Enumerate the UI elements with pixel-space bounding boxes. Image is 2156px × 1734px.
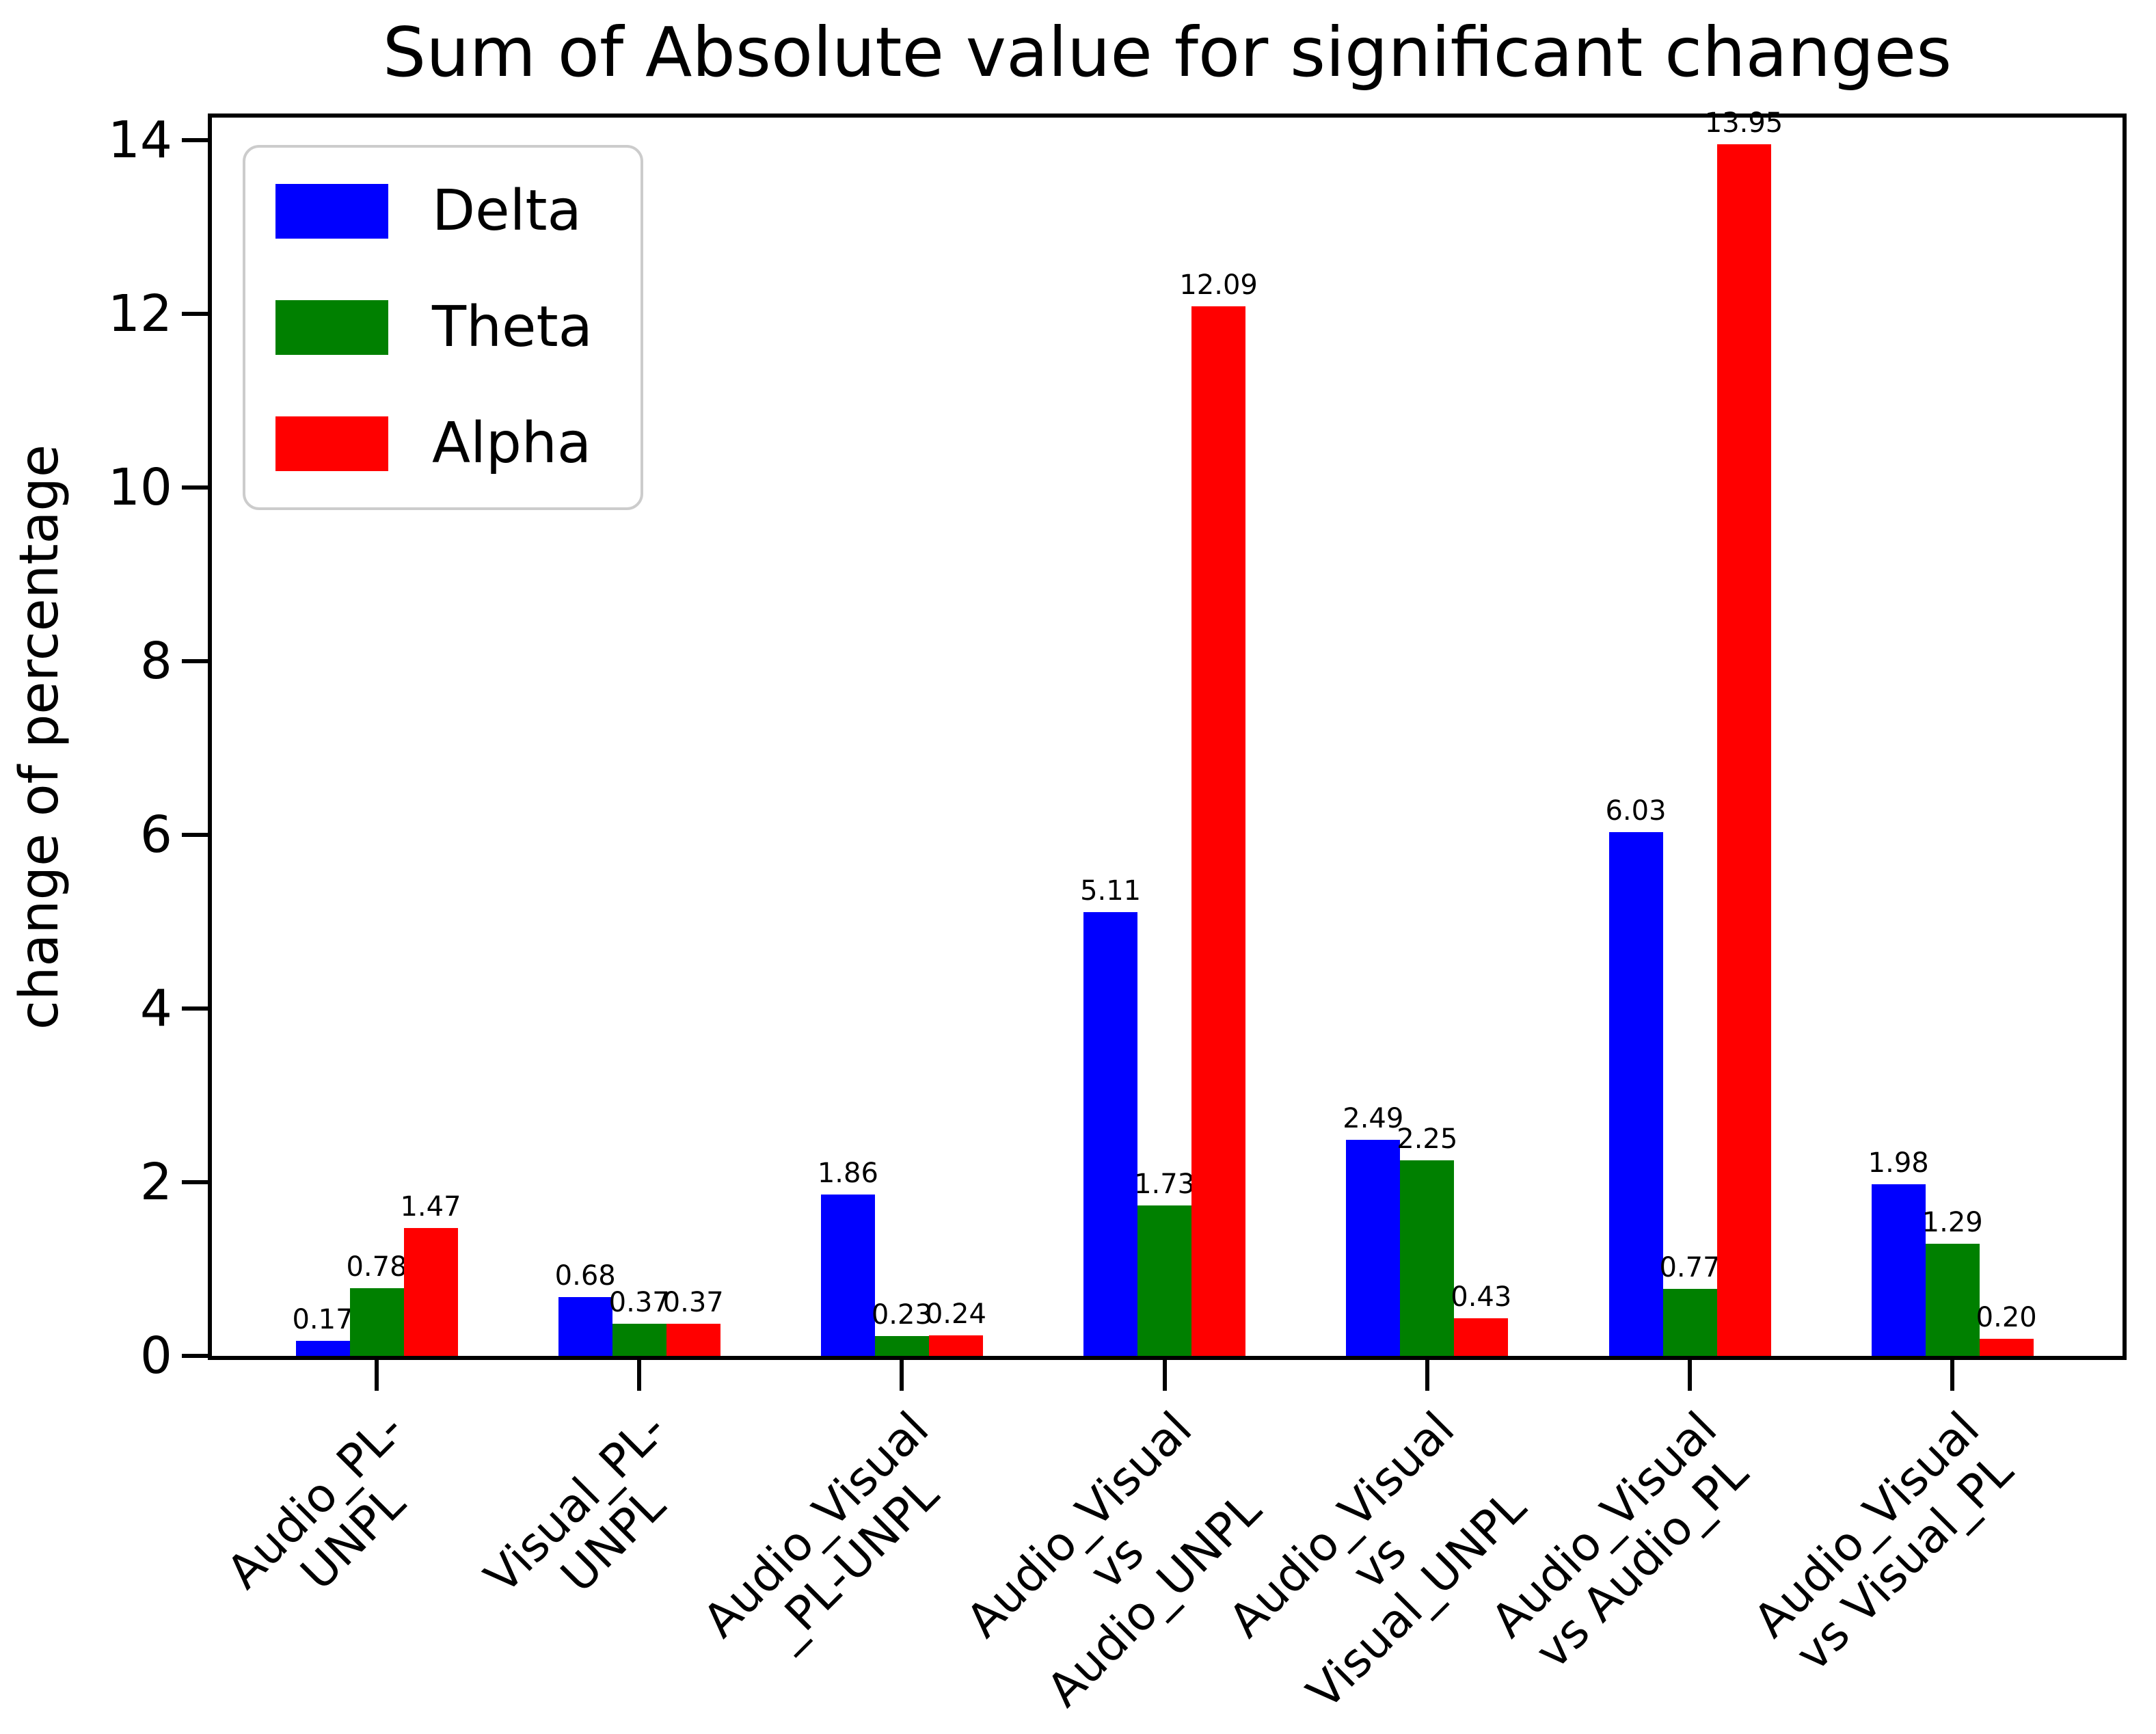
bars-layer: 0.17 0.68 1.86 5.11 2.49 6.03 1.98 0.78 0.37 0.23…	[212, 107, 2123, 1356]
legend-swatch-alpha	[275, 416, 388, 471]
y-tick-mark	[182, 1354, 208, 1358]
bar-delta-group-3	[820, 1194, 875, 1356]
bar-value-label: 6.03	[1605, 795, 1667, 827]
bar-delta-group-5	[1346, 1139, 1401, 1356]
bar-delta-group-1	[295, 1341, 350, 1356]
legend-row-theta: Theta	[275, 299, 593, 356]
x-tick-mark	[375, 1360, 379, 1391]
bar-value-label: 0.24	[925, 1298, 986, 1330]
bar-value-label: 0.37	[662, 1287, 724, 1319]
y-tick-label: 8	[139, 632, 172, 691]
bar-delta-group-4	[1083, 912, 1138, 1356]
bar-theta-group-3	[874, 1335, 929, 1356]
legend-label-delta: Delta	[432, 178, 582, 243]
bar-theta-group-6	[1662, 1289, 1717, 1356]
legend-label-alpha: Alpha	[432, 411, 592, 476]
bar-theta-group-2	[612, 1324, 666, 1356]
y-tick-label: 10	[107, 458, 172, 517]
bar-delta-group-2	[558, 1296, 612, 1356]
bar-value-label: 2.49	[1343, 1102, 1404, 1134]
y-tick-label: 6	[139, 805, 172, 864]
y-tick-label: 4	[139, 979, 172, 1038]
bar-alpha-group-4	[1191, 306, 1246, 1356]
bar-value-label: 12.09	[1179, 269, 1258, 301]
bar-theta-group-5	[1400, 1160, 1455, 1356]
x-tick-mark	[1688, 1360, 1692, 1391]
y-tick-mark	[182, 485, 208, 490]
y-tick-mark	[182, 833, 208, 837]
bar-alpha-group-2	[666, 1324, 720, 1356]
y-tick-label: 12	[107, 284, 172, 344]
bar-alpha-group-7	[1979, 1338, 2034, 1356]
y-tick-label: 0	[139, 1326, 172, 1385]
bar-value-label: 0.77	[1659, 1252, 1721, 1284]
x-tick-mark	[1425, 1360, 1429, 1391]
bar-value-label: 1.29	[1922, 1207, 1983, 1239]
legend-swatch-theta	[275, 300, 388, 355]
bar-value-label: 1.47	[400, 1191, 461, 1223]
x-tick-mark	[1162, 1360, 1167, 1391]
y-tick-label: 14	[107, 111, 172, 170]
bar-value-label: 1.73	[1134, 1169, 1196, 1201]
bar-alpha-group-3	[928, 1335, 983, 1356]
legend-swatch-delta	[275, 184, 388, 239]
legend-row-delta: Delta	[275, 183, 593, 239]
bar-value-label: 0.68	[554, 1259, 616, 1292]
bar-theta-group-7	[1925, 1244, 1980, 1356]
bar-delta-group-6	[1608, 832, 1663, 1356]
legend: Delta Theta Alpha	[243, 145, 643, 510]
y-tick-label: 2	[139, 1153, 172, 1212]
x-tick-label: Audio_PL- UNPL	[217, 1402, 416, 1601]
y-tick-mark	[182, 1180, 208, 1184]
bar-value-label: 0.17	[292, 1304, 353, 1336]
x-tick-mark	[1950, 1360, 1955, 1391]
y-axis-label: change of percentage	[9, 444, 70, 1030]
y-tick-mark	[182, 138, 208, 143]
y-tick-mark	[182, 312, 208, 317]
y-tick-mark	[182, 1006, 208, 1011]
legend-label-theta: Theta	[432, 295, 593, 360]
bar-delta-group-7	[1871, 1184, 1926, 1356]
bar-value-label: 0.78	[346, 1251, 407, 1283]
bar-theta-group-4	[1137, 1205, 1192, 1356]
x-tick-mark	[900, 1360, 904, 1391]
bar-alpha-group-6	[1716, 144, 1771, 1356]
bar-value-label: 1.98	[1868, 1147, 1929, 1179]
bar-value-label: 5.11	[1080, 875, 1142, 907]
bar-alpha-group-5	[1454, 1318, 1509, 1356]
x-tick-mark	[637, 1360, 642, 1391]
chart-title: Sum of Absolute value for significant ch…	[382, 12, 1952, 92]
y-tick-mark	[182, 659, 208, 663]
bar-value-label: 0.20	[1976, 1301, 2037, 1333]
bar-value-label: 0.23	[871, 1298, 932, 1331]
bar-value-label: 13.95	[1704, 107, 1783, 139]
bar-value-label: 2.25	[1397, 1123, 1458, 1156]
bar-value-label: 1.86	[817, 1157, 878, 1189]
bar-value-label: 0.43	[1451, 1281, 1512, 1313]
bar-value-label: 0.37	[608, 1287, 670, 1319]
legend-row-alpha: Alpha	[275, 416, 593, 472]
bar-alpha-group-1	[403, 1228, 458, 1356]
bar-theta-group-1	[349, 1288, 404, 1356]
plot-area: 0.17 0.68 1.86 5.11 2.49 6.03 1.98 0.78 0.37 0.23…	[208, 107, 2127, 1360]
